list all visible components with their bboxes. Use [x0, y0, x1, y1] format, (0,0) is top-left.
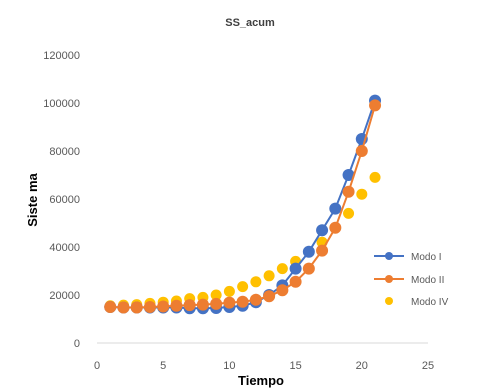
data-point [276, 284, 289, 297]
data-point [356, 188, 368, 200]
data-point [117, 301, 130, 314]
data-point [210, 289, 222, 301]
data-point [170, 299, 183, 312]
data-point [130, 301, 143, 314]
x-tick-label: 10 [223, 360, 235, 372]
x-tick-label: 15 [289, 360, 301, 372]
x-tick-label: 20 [356, 360, 368, 372]
legend: Modo I Modo II Modo IV [374, 252, 449, 308]
data-point [237, 281, 249, 293]
data-point [329, 221, 342, 234]
legend-marker [385, 252, 393, 260]
data-point [329, 202, 342, 215]
x-tick-label: 5 [160, 360, 166, 372]
x-tick-label: 25 [422, 360, 434, 372]
legend-item: Modo IV [385, 297, 449, 308]
data-point [276, 263, 288, 275]
y-tick-label: 0 [74, 338, 80, 350]
series-modo-iv [104, 171, 381, 312]
data-point [342, 169, 355, 181]
y-axis-ticks: 0 20000 40000 60000 80000 100000 120000 [43, 50, 80, 350]
x-axis-ticks: 0 5 10 15 20 25 [94, 360, 434, 372]
data-point [302, 245, 315, 258]
data-point [223, 285, 235, 297]
data-point [316, 224, 329, 237]
data-point [223, 296, 236, 309]
data-point [343, 207, 355, 219]
y-tick-label: 20000 [49, 290, 80, 302]
data-point [355, 145, 368, 157]
data-point [302, 262, 315, 275]
y-tick-label: 100000 [43, 98, 80, 110]
y-tick-label: 80000 [49, 146, 80, 158]
data-point [143, 301, 156, 313]
legend-label: Modo IV [411, 297, 449, 308]
data-point [210, 297, 223, 310]
y-axis-label: Siste ma [25, 172, 40, 226]
legend-label: Modo II [411, 275, 444, 286]
data-point [249, 293, 262, 306]
legend-marker [385, 297, 393, 305]
data-point [263, 270, 275, 282]
data-point [289, 262, 302, 275]
data-point [104, 301, 117, 313]
data-point [183, 299, 196, 312]
x-tick-label: 0 [94, 360, 100, 372]
data-point [289, 275, 302, 288]
data-point [263, 290, 276, 303]
y-tick-label: 120000 [43, 50, 80, 62]
legend-label: Modo I [411, 252, 442, 263]
data-point [196, 298, 209, 311]
data-point [342, 185, 355, 198]
y-tick-label: 40000 [49, 242, 80, 254]
data-point [369, 171, 381, 183]
x-axis-label: Tiempo [238, 373, 284, 388]
data-point [236, 295, 249, 308]
legend-item: Modo II [374, 275, 444, 286]
data-point [157, 300, 170, 313]
series-modo-ii [104, 99, 382, 314]
data-point [316, 244, 329, 257]
chart-title: SS_acum [225, 17, 275, 29]
series-layer [104, 94, 382, 315]
y-tick-label: 60000 [49, 194, 80, 206]
data-point [369, 99, 382, 112]
legend-marker [385, 275, 393, 283]
data-point [250, 276, 262, 288]
legend-item: Modo I [374, 252, 442, 263]
